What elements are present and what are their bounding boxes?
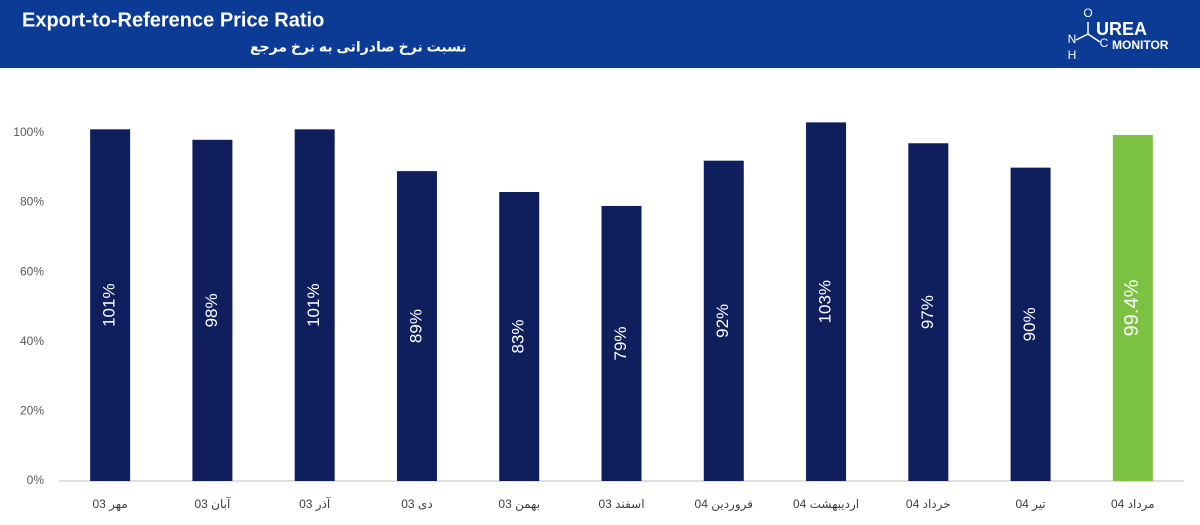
- logo-atom: N: [1068, 32, 1077, 46]
- y-tick-label: 40%: [20, 334, 44, 348]
- x-tick-label: مرداد 04: [1111, 497, 1155, 512]
- logo-atom: C: [1100, 36, 1109, 50]
- value-label: 92%: [713, 304, 732, 338]
- x-tick-label: بهمن 03: [498, 497, 540, 512]
- x-tick-label: آذر 03: [299, 496, 331, 512]
- value-label: 90%: [1020, 307, 1039, 341]
- x-tick-label: آبان 03: [194, 496, 231, 511]
- bar: [806, 122, 847, 481]
- y-tick-label: 0%: [27, 473, 45, 487]
- y-tick-label: 60%: [20, 264, 44, 278]
- value-label: 99.4%: [1121, 279, 1143, 336]
- logo-bonds: [1075, 22, 1101, 43]
- x-tick-label: مهر 03: [92, 497, 127, 512]
- x-tick-label: فروردین 04: [695, 497, 753, 512]
- bar: [908, 143, 949, 481]
- y-tick-label: 20%: [20, 404, 44, 418]
- logo-atom: O: [1083, 6, 1092, 20]
- logo-atom: H: [1068, 48, 1077, 62]
- bar: [1112, 134, 1153, 481]
- x-tick-label: دی 03: [401, 497, 432, 511]
- x-tick-label: خرداد 04: [906, 497, 951, 512]
- value-label: 89%: [406, 309, 425, 343]
- y-tick-label: 100%: [13, 125, 44, 139]
- bar: [1010, 167, 1051, 482]
- bar: [294, 129, 335, 481]
- bar: [192, 139, 233, 482]
- value-label: 101%: [100, 283, 119, 326]
- y-tick-label: 80%: [20, 195, 44, 209]
- logo-brand: UREA: [1096, 19, 1147, 39]
- bar: [703, 160, 744, 481]
- x-tick-label: اردیبهشت 04: [793, 497, 859, 512]
- subtitle: نسبت نرخ صادراتی به نرخ مرجع: [250, 39, 467, 56]
- bar: [90, 129, 131, 481]
- logo: O N H C UREA MONITOR: [1068, 6, 1169, 62]
- bar: [499, 192, 540, 481]
- header-band: [0, 0, 1200, 68]
- value-label: 103%: [816, 280, 835, 323]
- x-tick-label: اسفند 03: [598, 497, 644, 511]
- value-label: 83%: [509, 319, 528, 353]
- bar: [601, 205, 642, 481]
- value-label: 97%: [918, 295, 937, 329]
- x-tick-label: تیر 04: [1015, 497, 1045, 512]
- value-label: 101%: [304, 283, 323, 326]
- logo-tagline: MONITOR: [1112, 38, 1169, 52]
- title: Export-to-Reference Price Ratio: [22, 9, 324, 31]
- value-label: 79%: [611, 326, 630, 360]
- value-label: 98%: [202, 293, 221, 327]
- bar: [396, 171, 437, 482]
